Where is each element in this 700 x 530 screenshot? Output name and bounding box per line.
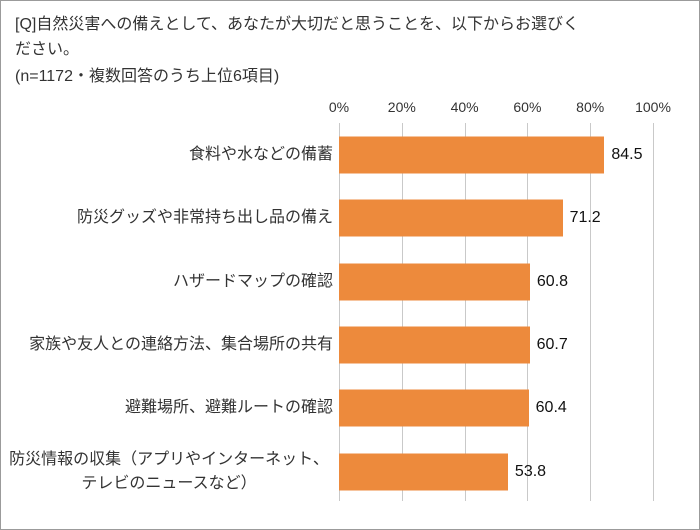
chart-header: [Q]自然災害への備えとして、あなたが大切だと思うことを、以下からお選びください… (1, 1, 699, 91)
bar-track: 60.8 (339, 250, 653, 313)
plot-area: 食料や水などの備蓄 84.5 防災グッズや非常持ち出し品の備え 71.2 ハザードマップ… (1, 123, 699, 503)
x-axis: 0% 20% 40% 60% 80% 100% (329, 99, 671, 123)
value-label: 60.4 (535, 399, 567, 417)
bar-rows: 食料や水などの備蓄 84.5 防災グッズや非常持ち出し品の備え 71.2 ハザードマップ… (1, 123, 699, 503)
bar (339, 453, 508, 491)
value-label: 84.5 (611, 146, 643, 164)
gridline (401, 123, 403, 502)
bar-row: 家族や友人との連絡方法、集合場所の共有 60.7 (1, 313, 699, 376)
bar-row: 避難場所、避難ルートの確認 60.4 (1, 377, 699, 440)
gridlines (339, 123, 654, 502)
bar-track: 60.7 (339, 313, 653, 376)
category-label-text: ハザードマップの確認 (172, 272, 333, 290)
bar-row: 食料や水などの備蓄 84.5 (1, 123, 699, 186)
bar (339, 136, 605, 174)
gridline (527, 123, 529, 502)
value-label: 71.2 (569, 209, 601, 227)
bar-row: 防災情報の収集（アプリやインターネット、テレビのニュースなど） 53.8 (1, 440, 699, 503)
x-tick-label: 20% (387, 99, 416, 116)
value-label: 53.8 (514, 462, 547, 480)
bar (339, 326, 530, 364)
bar (339, 199, 563, 237)
bar-track: 84.5 (339, 123, 653, 186)
category-label: 家族や友人との連絡方法、集合場所の共有 (1, 313, 339, 376)
bar (339, 389, 529, 427)
category-label-text: 避難場所、避難ルートの確認 (124, 399, 333, 417)
category-label-text: 食料や水などの備蓄 (188, 146, 333, 164)
chart-title: [Q]自然災害への備えとして、あなたが大切だと思うことを、以下からお選びください… (15, 16, 580, 58)
x-tick-label: 100% (635, 99, 671, 116)
category-label: 防災グッズや非常持ち出し品の備え (1, 187, 339, 250)
x-tick-label: 60% (513, 99, 542, 116)
bar-track: 60.4 (339, 377, 653, 440)
category-label: ハザードマップの確認 (1, 250, 339, 313)
category-label-text: 防災情報の収集（アプリやインターネット、テレビのニュースなど） (9, 450, 329, 492)
x-tick-label: 0% (328, 99, 350, 116)
bar-chart: 0% 20% 40% 60% 80% 100% 食料や水などの備蓄 84.5 防災グッズや非常… (1, 99, 699, 503)
x-tick-label: 40% (450, 99, 479, 116)
value-label: 60.8 (536, 272, 569, 290)
category-label-text: 防災グッズや非常持ち出し品の備え (76, 209, 333, 227)
category-label: 避難場所、避難ルートの確認 (1, 377, 339, 440)
category-label: 食料や水などの備蓄 (1, 123, 339, 186)
chart-subtitle: (n=1172・複数回答のうち上位6項目) (15, 67, 280, 85)
gridline (590, 123, 592, 502)
bar-row: 防災グッズや非常持ち出し品の備え 71.2 (1, 187, 699, 250)
gridline (464, 123, 466, 502)
x-tick-label: 80% (576, 99, 605, 116)
category-label: 防災情報の収集（アプリやインターネット、テレビのニュースなど） (1, 440, 339, 503)
gridline (339, 123, 340, 502)
gridline (653, 123, 654, 502)
bar-track: 71.2 (339, 187, 653, 250)
bar-row: ハザードマップの確認 60.8 (1, 250, 699, 313)
bar-track: 53.8 (339, 440, 653, 503)
bar (339, 263, 530, 301)
category-label-text: 家族や友人との連絡方法、集合場所の共有 (29, 336, 333, 354)
value-label: 60.7 (536, 336, 568, 354)
